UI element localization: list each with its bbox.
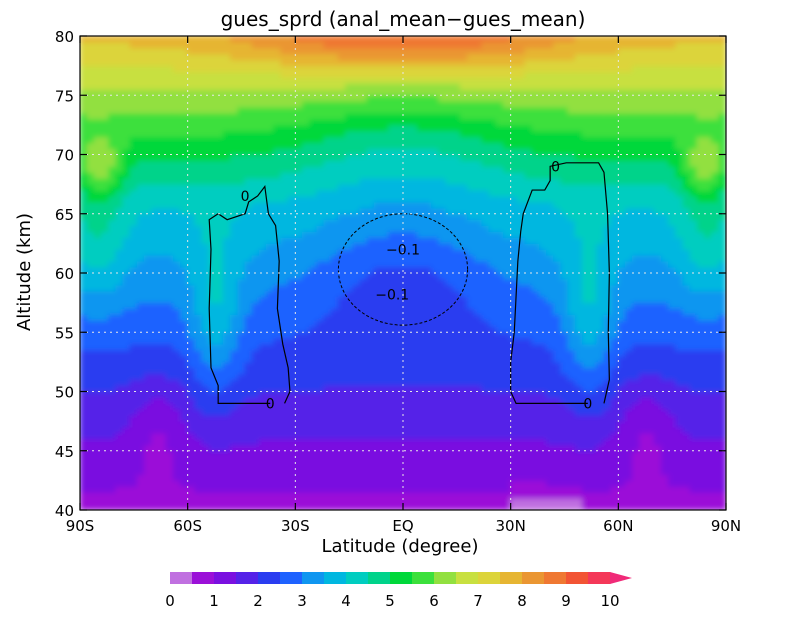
zero-contour-north [510,162,610,404]
contour-label: 0 [583,396,592,412]
contour-field [80,36,726,510]
colorbar-swatch [302,572,325,584]
x-tick-label: EQ [392,517,413,535]
colorbar-swatch [544,572,567,584]
x-tick-label: 90N [711,517,741,535]
x-tick-label: 60N [603,517,633,535]
contour-label: −0.1 [386,242,420,258]
y-axis-label: Altitude (km) [14,213,35,331]
x-tick-label: 30N [496,517,526,535]
contour-label: 0 [266,396,275,412]
y-tick-label: 60 [55,265,74,283]
colorbar-tick-label: 5 [385,592,395,610]
y-tick-label: 75 [55,87,74,105]
x-axis-label: Latitude (degree) [322,536,479,557]
zero-contours [208,162,610,404]
colorbar-tick-label: 2 [253,592,263,610]
colorbar-tick-label: 9 [561,592,571,610]
colorbar-swatch [236,572,259,584]
x-tick-label: 30S [281,517,310,535]
colorbar-swatch [434,572,457,584]
colorbar-tick-label: 10 [600,592,619,610]
y-tick-label: 70 [55,147,74,165]
colorbar-swatch [192,572,215,584]
colorbar-swatch [588,572,611,584]
colorbar-tick-label: 3 [297,592,307,610]
colorbar-swatch [522,572,545,584]
colorbar-swatch [456,572,479,584]
colorbar-swatch [324,572,347,584]
chart-title: gues_sprd (anal_mean−gues_mean) [221,7,586,31]
colorbar-swatch [478,572,501,584]
colorbar-swatch [280,572,303,584]
grid-lines [80,36,726,510]
contour-label: 0 [551,159,560,175]
x-tick-label: 90S [66,517,95,535]
negative-contour [337,213,469,326]
y-tick-label: 55 [55,324,74,342]
zero-contour-south [208,184,291,404]
colorbar-swatch [214,572,237,584]
colorbar-swatch [500,572,523,584]
colorbar-swatch [412,572,435,584]
colorbar-swatch [566,572,589,584]
contour-label: −0.1 [375,287,409,303]
colorbar-swatch [346,572,369,584]
contour-labels: 0 0 0 0 −0.1 −0.1 [241,159,593,412]
y-tick-label: 40 [55,502,74,520]
y-tick-label: 80 [55,28,74,46]
colorbar-tick-label: 1 [209,592,219,610]
axes: 90S 60S 30S EQ 30N 60N 90N 40 45 50 55 60 65 70 75 80 [55,28,741,535]
colorbar-tick-label: 8 [517,592,527,610]
colorbar-extend-arrow [610,572,632,584]
colorbar-tick-label: 0 [165,592,175,610]
colorbar-swatch [258,572,281,584]
y-tick-label: 50 [55,384,74,402]
y-tick-label: 65 [55,206,74,224]
colorbar-swatch [170,572,193,584]
colorbar-tick-label: 7 [473,592,483,610]
colorbar-swatch [390,572,413,584]
colorbar-swatch [368,572,391,584]
colorbar-tick-label: 6 [429,592,439,610]
x-tick-label: 60S [173,517,202,535]
colorbar-tick-label: 4 [341,592,351,610]
y-tick-label: 45 [55,443,74,461]
colorbar: 0 1 2 3 4 5 6 7 8 9 10 [165,572,632,610]
contour-label: 0 [241,189,250,205]
